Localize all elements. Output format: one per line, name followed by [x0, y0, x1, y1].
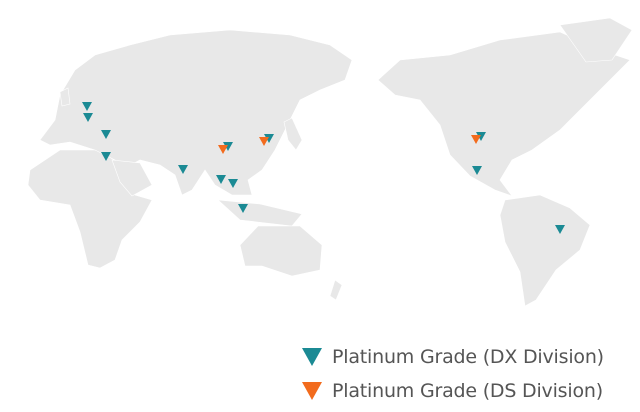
land-arabia	[111, 159, 153, 197]
ds-marker	[218, 145, 228, 154]
dx-marker	[228, 179, 238, 188]
dx-marker	[216, 175, 226, 184]
land-south-america	[499, 194, 591, 307]
land-new-zealand	[329, 279, 343, 301]
land-uk	[59, 87, 71, 107]
land-greenland	[559, 17, 633, 63]
dx-marker	[238, 204, 248, 213]
land-north-america	[377, 31, 631, 197]
dx-marker	[476, 132, 486, 141]
dx-marker	[83, 113, 93, 122]
dx-marker	[555, 225, 565, 234]
land-japan	[283, 117, 303, 151]
dx-marker	[101, 152, 111, 161]
dx-marker	[223, 142, 233, 151]
world-map	[27, 17, 633, 307]
ds-marker	[259, 137, 269, 146]
teal-triangle-icon	[302, 348, 322, 366]
legend-label-ds: Platinum Grade (DS Division)	[332, 380, 603, 402]
legend: Platinum Grade (DX Division) Platinum Gr…	[300, 340, 604, 408]
dx-marker	[178, 165, 188, 174]
site-markers	[82, 102, 565, 234]
land-australia	[239, 225, 323, 277]
legend-item-ds: Platinum Grade (DS Division)	[300, 374, 604, 408]
ds-marker	[471, 135, 481, 144]
legend-label-dx: Platinum Grade (DX Division)	[332, 346, 604, 368]
dx-marker	[101, 130, 111, 139]
orange-triangle-icon	[302, 382, 322, 400]
land-indonesia	[217, 199, 303, 227]
land-masses	[27, 17, 633, 307]
dx-marker	[82, 102, 92, 111]
legend-item-dx: Platinum Grade (DX Division)	[300, 340, 604, 374]
dx-marker	[264, 134, 274, 143]
dx-marker	[472, 166, 482, 175]
